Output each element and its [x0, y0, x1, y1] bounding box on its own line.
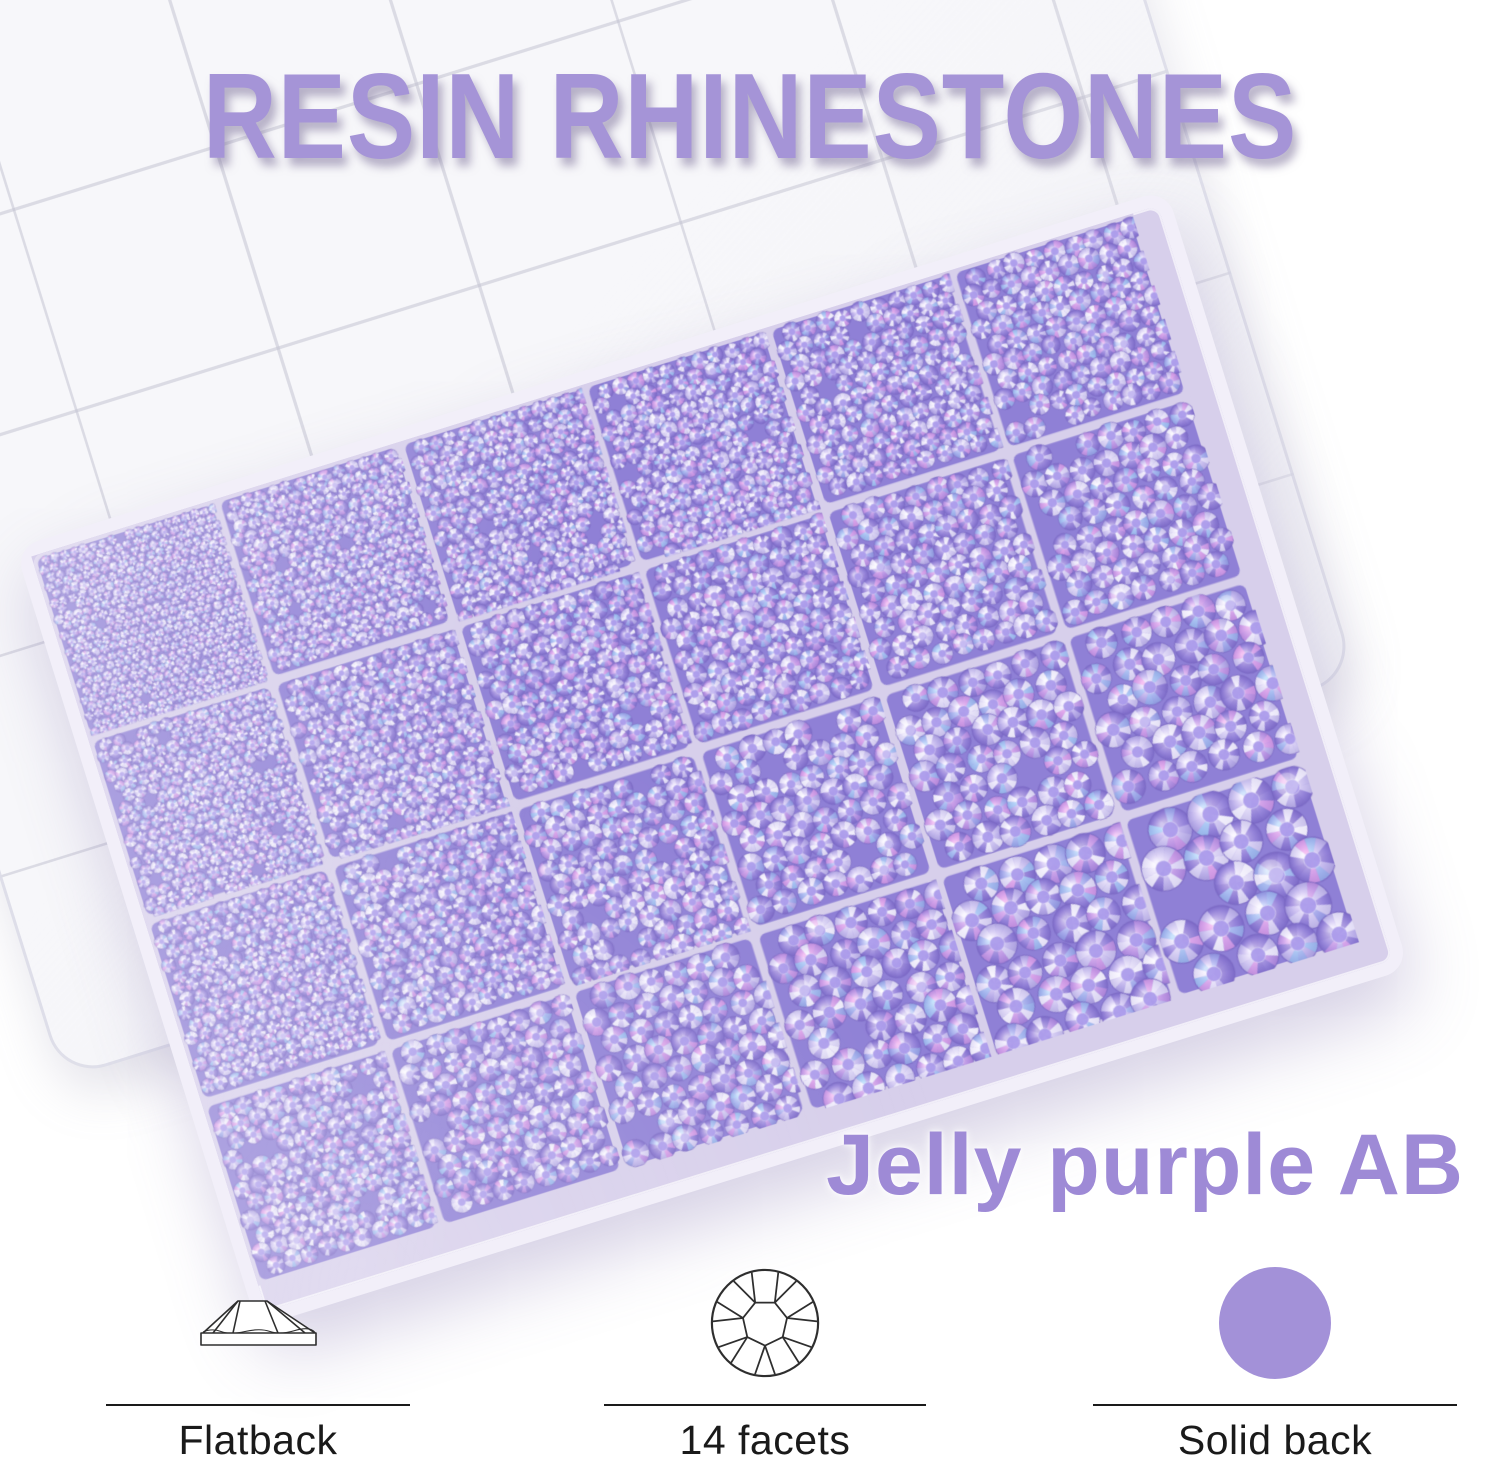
color-name-label: Jelly purple AB: [826, 1117, 1464, 1213]
facets-top-icon: [706, 1264, 824, 1382]
feature-label: Flatback: [178, 1417, 338, 1463]
divider-line: [604, 1404, 926, 1406]
flatback-side-icon: [199, 1299, 317, 1347]
divider-line: [1093, 1404, 1457, 1406]
feature-label: 14 facets: [679, 1417, 851, 1463]
feature-row: Flatback 14 facets Solid back: [0, 1256, 1500, 1478]
feature-label: Solid back: [1177, 1417, 1373, 1463]
feature-solid-back: Solid back: [1083, 1256, 1467, 1463]
solid-back-icon: [1219, 1267, 1331, 1379]
divider-line: [106, 1404, 410, 1406]
product-title: RESIN RHINESTONES: [202, 48, 1298, 184]
feature-flatback: Flatback: [88, 1256, 428, 1463]
feature-facets: 14 facets: [595, 1256, 935, 1463]
